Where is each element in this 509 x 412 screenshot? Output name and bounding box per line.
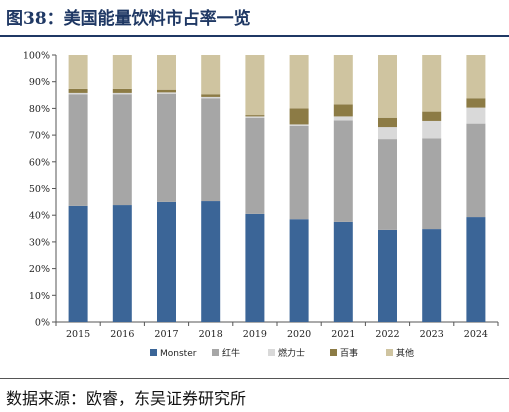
bar-segment [378,139,397,230]
legend-label: 其他 [396,347,414,359]
bar-segment [466,98,486,108]
bar-segment [68,92,88,95]
bar-segment [68,205,88,322]
bar-segment [68,55,88,89]
bar-segment [466,107,486,124]
legend-label: 红牛 [222,347,240,359]
bar-segment [112,94,132,206]
x-tick-label: 2017 [154,329,178,340]
bar-segment [333,221,353,322]
y-tick-label: 20% [29,264,50,275]
bar-segment [245,117,265,214]
legend-label: Monster [160,349,197,359]
legend-swatch [150,349,157,356]
legend-swatch [330,349,337,356]
bar-segment [157,89,176,93]
legend-label: 燃力士 [278,347,305,359]
legend-label: 百事 [340,347,358,359]
bar-segment [157,92,176,94]
y-tick-label: 70% [29,131,50,142]
bar-segment [157,55,176,90]
y-tick-label: 40% [29,211,50,222]
figure-title: 图38：美国能量饮料市占率一览 [6,9,251,29]
x-tick-label: 2020 [287,329,311,340]
legend-swatch [268,349,275,356]
bar-segment [289,125,309,220]
bar-segment [245,116,265,118]
bar-segment [422,55,442,112]
title-rule [0,35,509,37]
bar-segment [245,55,265,116]
y-tick-label: 100% [23,51,50,62]
bar-segment [112,205,132,322]
bar-segment [289,124,309,126]
x-tick-label: 2022 [375,329,399,340]
bar-segment [378,127,397,140]
figure-source: 数据来源：欧睿，东吴证券研究所 [6,389,247,408]
bar-segment [422,229,442,322]
bar-segment [201,55,221,95]
bar-segment [201,201,221,322]
bar-segment [422,120,442,139]
bar-segment [333,120,353,222]
x-tick-label: 2016 [110,329,134,340]
bar-segment [289,108,309,125]
bar-segment [466,55,486,99]
bar-segment [289,55,309,109]
bar-segment [378,229,397,322]
bar-segment [112,88,132,93]
stacked-bar-chart: 0% 10% 20% 30% 40% 50% 60% 70% 80% 90% 100% 2015 201… [23,51,499,359]
bar-segment [289,219,309,322]
source-rule [0,378,509,379]
y-tick-label: 60% [29,157,50,168]
bar-segment [68,88,88,93]
bar-segment [157,201,176,322]
y-tick-label: 90% [29,77,50,88]
bar-segment [201,94,221,97]
y-tick-label: 80% [29,104,50,115]
legend-swatch [212,349,219,356]
y-tick-label: 0% [35,318,50,329]
bar-segment [422,111,442,121]
legend-swatch [386,349,393,356]
bar-segment [466,123,486,218]
x-tick-label: 2024 [464,329,488,340]
bar-segment [333,104,353,117]
x-tick-label: 2019 [243,329,267,340]
y-tick-label: 30% [29,237,50,248]
bar-segment [333,116,353,121]
y-tick-label: 50% [29,184,50,195]
bar-segment [201,96,221,99]
x-tick-label: 2021 [331,329,355,340]
x-tick-label: 2015 [66,329,90,340]
bar-segment [201,98,221,202]
bar-segment [245,115,265,117]
bar-segment [378,117,397,128]
bar-segment [68,94,88,206]
bar-segment [378,55,397,118]
x-tick-label: 2023 [420,329,444,340]
bar-segment [112,92,132,95]
bar-segment [112,55,132,89]
x-tick-label: 2018 [199,329,223,340]
plot-area: 0% 10% 20% 30% 40% 50% 60% 70% 80% 90% 100% 2015 201… [23,51,499,359]
bar-segment [245,213,265,322]
bar-segment [466,217,486,322]
bar-segment [333,55,353,105]
y-tick-label: 10% [29,291,50,302]
bar-segment [157,93,176,202]
bar-segment [422,138,442,230]
